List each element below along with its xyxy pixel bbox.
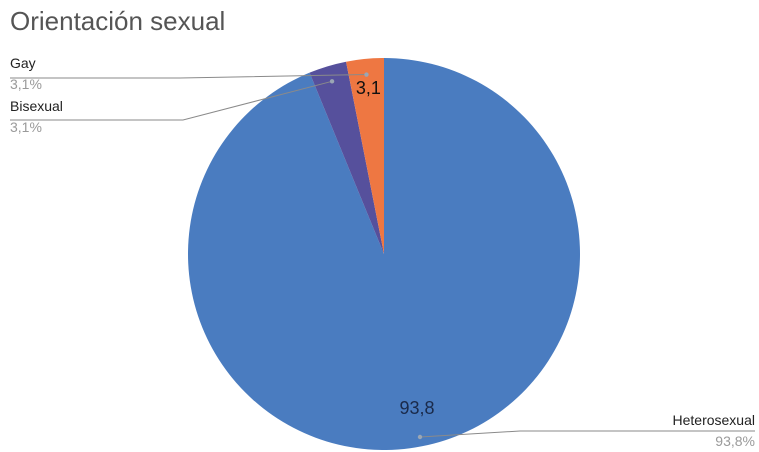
- callout-dot-gay: [364, 72, 369, 77]
- callout-lines: [10, 72, 755, 440]
- slice-labels: 93,8 3,1 Heterosexual 93,8% Bisexual 3,1% Gay 3…: [10, 55, 755, 449]
- callout-line-bisexual: [10, 80, 333, 121]
- callout-name-heterosexual: Heterosexual: [673, 412, 756, 428]
- callout-name-bisexual: Bisexual: [10, 98, 63, 114]
- callout-percent-heterosexual: 93,8%: [715, 433, 755, 449]
- callout-name-gay: Gay: [10, 55, 36, 71]
- callout-dot-bisexual: [329, 79, 335, 84]
- pie-slice-heterosexual: [187, 58, 580, 450]
- callout-line-gay: [10, 74, 367, 79]
- data-label-heterosexual: 93,8: [399, 398, 434, 418]
- pie-slice-bisexual: [309, 61, 384, 255]
- pie-slice-gay: [346, 58, 384, 254]
- callout-line-heterosexual: [419, 430, 755, 438]
- data-label-gay: 3,1: [356, 78, 381, 98]
- callout-percent-bisexual: 3,1%: [10, 119, 42, 135]
- callout-dot-heterosexual: [417, 434, 423, 440]
- chart-title: Orientación sexual: [10, 6, 226, 36]
- callout-percent-gay: 3,1%: [10, 76, 42, 92]
- pie-slices: [187, 58, 580, 450]
